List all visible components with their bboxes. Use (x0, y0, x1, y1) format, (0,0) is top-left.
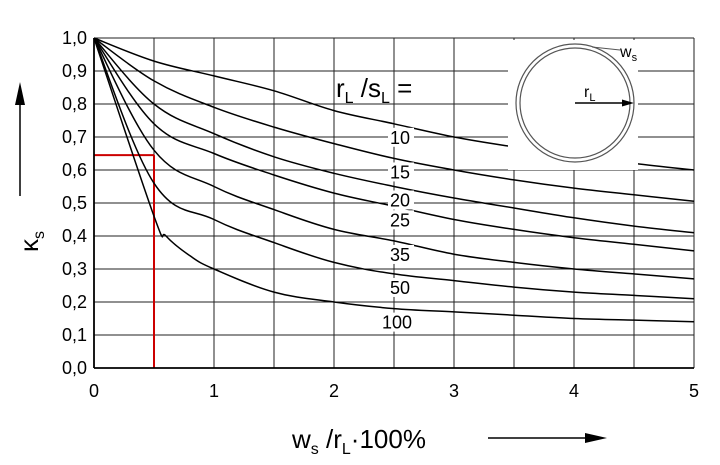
curve-label-bg (388, 210, 414, 230)
x-tick-label: 4 (569, 381, 579, 401)
x-tick-label: 1 (209, 381, 219, 401)
axes (93, 38, 694, 369)
curve-label-25: 25 (390, 210, 410, 230)
y-tick-label: 0,3 (62, 259, 87, 279)
ws-label: ws (619, 44, 638, 64)
curve-label-35: 35 (390, 245, 410, 265)
curve-label-bg (388, 190, 414, 210)
y-tick-label: 0,9 (62, 61, 87, 81)
ws-leader-line (591, 46, 621, 51)
curve-label-bg (388, 162, 414, 182)
curve-rl-sl-35 (93, 37, 695, 280)
curve-label-10: 10 (390, 128, 410, 148)
curve-rl-sl-50 (93, 37, 695, 300)
curve-label-20: 20 (390, 191, 410, 211)
y-axis-title: κs (14, 231, 48, 252)
y-tick-label: 0,8 (62, 94, 87, 114)
example-reading (94, 154, 155, 368)
x-tick-label: 0 (89, 381, 99, 401)
x-tick-label: 2 (329, 381, 339, 401)
y-tick-label: 0,1 (62, 325, 87, 345)
pipe-inset-diagram: ws rL (508, 40, 638, 170)
y-tick-label: 0,5 (62, 193, 87, 213)
curve-label-bg (388, 127, 414, 147)
y-tick-label: 0,0 (62, 358, 87, 378)
tick-labels: 0 1 2 3 4 5 0,0 0,1 0,2 0,3 0,4 0,5 0,6 0,7 0,8 0,9 1,0 (62, 28, 699, 401)
curve-label-bg (388, 244, 414, 264)
x-axis-arrow (488, 433, 607, 443)
x-axis-title: ws /rL·100% (291, 424, 426, 458)
curve-label-100: 100 (382, 313, 412, 333)
svg-text:κs: κs (14, 231, 48, 252)
y-axis-arrow (15, 82, 25, 196)
y-tick-label: 0,2 (62, 292, 87, 312)
legend-title: rL /sL = (336, 73, 412, 107)
curve-label-15: 15 (390, 162, 410, 182)
x-tick-label: 3 (449, 381, 459, 401)
y-tick-label: 0,6 (62, 160, 87, 180)
rl-label: rL (584, 84, 595, 104)
curve-label-50: 50 (390, 278, 410, 298)
curve-label-bg (380, 312, 417, 332)
curve-rl-sl-100 (93, 37, 695, 323)
y-tick-label: 1,0 (62, 28, 87, 48)
curve-rl-sl-15 (93, 37, 695, 203)
curve-rl-sl-25 (93, 37, 695, 252)
curve-label-bg (388, 277, 414, 297)
x-tick-label: 5 (689, 381, 699, 401)
y-tick-label: 0,7 (62, 127, 87, 147)
rl-arrowhead (622, 99, 634, 107)
y-tick-label: 0,4 (62, 226, 87, 246)
curve-rl-sl-20 (93, 37, 695, 234)
